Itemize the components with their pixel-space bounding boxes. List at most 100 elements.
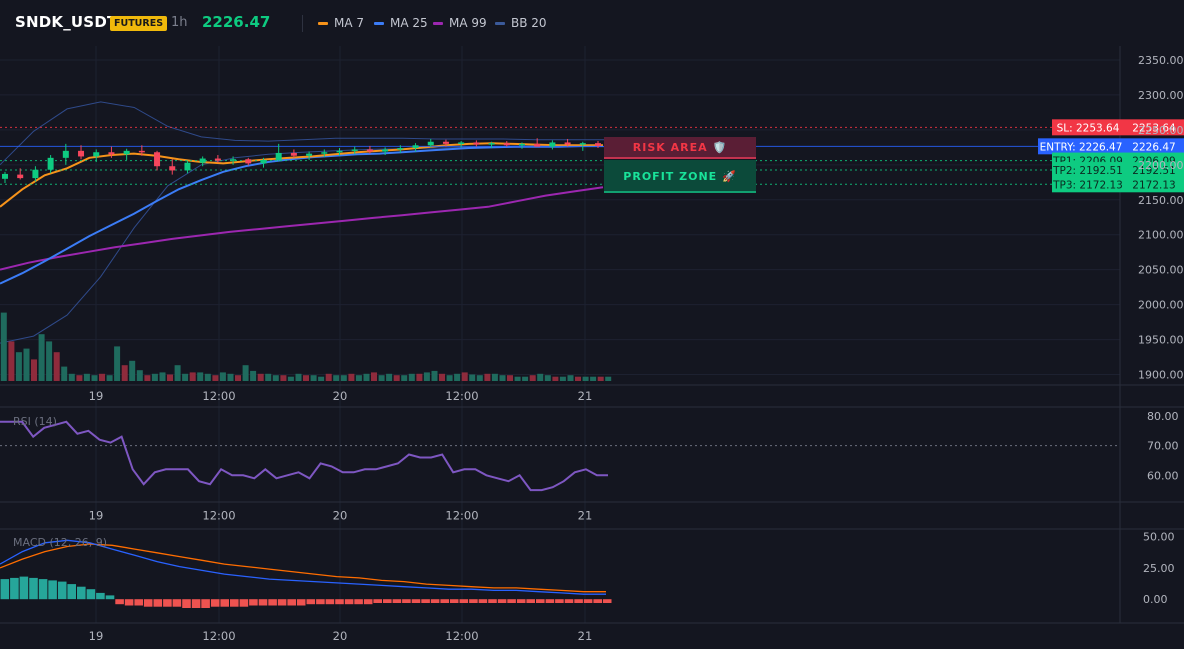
macd-histogram-bar xyxy=(67,584,76,600)
time-axis-label: 21 xyxy=(578,509,593,523)
volume-bar xyxy=(507,375,513,381)
candle-body xyxy=(154,152,161,167)
volume-bar xyxy=(159,372,166,381)
candle-body xyxy=(123,150,130,155)
macd-histogram-bar xyxy=(373,599,382,603)
macd-histogram-bar xyxy=(163,599,172,607)
level-price-tag-entry xyxy=(1124,138,1184,155)
candle-body xyxy=(336,150,343,153)
volume-bar xyxy=(174,365,181,381)
macd-histogram-bar xyxy=(335,599,344,605)
macd-histogram-bar xyxy=(268,599,277,606)
macd-title: MACD (12, 26, 9) xyxy=(13,536,107,549)
candle-body xyxy=(184,162,191,171)
level-tag-tp2 xyxy=(1052,162,1124,179)
volume-bar xyxy=(340,375,347,381)
price-axis-label: 2200.00 xyxy=(1138,159,1184,172)
last-price: 2226.47 xyxy=(202,13,271,31)
macd-histogram-bar xyxy=(86,589,96,600)
symbol-name[interactable]: SNDK_USDT xyxy=(15,13,118,31)
level-tag-text-sl: SL: 2253.64 xyxy=(1057,122,1120,134)
price-axis-label: 2150.00 xyxy=(1138,194,1184,207)
macd-histogram-bar xyxy=(29,577,38,600)
candle-body xyxy=(17,174,24,179)
profit-zone-box[interactable] xyxy=(604,160,756,193)
candle-body xyxy=(366,149,373,152)
time-axis-label: 21 xyxy=(578,389,593,403)
volume-bar xyxy=(15,352,22,381)
macd-histogram-bar xyxy=(459,599,469,603)
macd-histogram-bar xyxy=(316,599,325,605)
macd-histogram-bar xyxy=(0,579,10,600)
macd-axis-label: 0.00 xyxy=(1143,593,1168,606)
price-axis-label: 2350.00 xyxy=(1138,54,1184,67)
volume-bar xyxy=(151,373,158,381)
macd-histogram-bar xyxy=(258,599,268,606)
legend-bb20[interactable]: BB 20 xyxy=(495,16,547,30)
macd-histogram-bar xyxy=(77,586,86,600)
macd-histogram-bar xyxy=(430,599,440,603)
volume-bar xyxy=(136,370,143,381)
macd-histogram-bar xyxy=(440,599,449,603)
ma7-line xyxy=(0,142,603,208)
legend-label-ma99: MA 99 xyxy=(449,16,487,30)
level-tag-text-tp2: TP2: 2192.51 xyxy=(1052,165,1123,177)
volume-bar xyxy=(544,375,551,381)
macd-histogram-bar xyxy=(363,599,373,605)
macd-histogram-bar xyxy=(296,599,306,606)
volume-bar xyxy=(431,370,438,381)
candle-body xyxy=(2,173,8,179)
legend-label-bb20: BB 20 xyxy=(511,16,547,30)
timeframe-selector[interactable]: 1h xyxy=(171,15,188,30)
macd-histogram-bar xyxy=(583,599,593,603)
volume-bar xyxy=(99,373,105,381)
volume-bar xyxy=(46,341,53,381)
main-pane-bg[interactable] xyxy=(0,46,1120,385)
level-price-tag-tp3 xyxy=(1124,176,1184,193)
candle-body xyxy=(442,141,449,144)
macd-axis-label: 25.00 xyxy=(1143,562,1175,575)
volume-bar xyxy=(408,373,415,381)
rsi-pane: RSI (14) 80.00 70.00 60.00 xyxy=(0,410,1179,492)
macd-histogram-bar xyxy=(507,599,516,603)
volume-bar xyxy=(303,375,309,381)
price-axis-label: 2300.00 xyxy=(1138,89,1184,102)
macd-histogram-bar xyxy=(411,599,421,603)
volume-bar xyxy=(454,373,461,381)
candle-body xyxy=(458,142,465,144)
volume-bar xyxy=(61,366,68,381)
macd-histogram-bar xyxy=(526,599,535,603)
legend-ma7[interactable]: MA 7 xyxy=(318,16,364,30)
macd-histogram-bar xyxy=(536,599,545,603)
volume-bars xyxy=(0,312,612,381)
moving-averages xyxy=(0,142,604,285)
volume-bar xyxy=(582,376,589,381)
candle-body xyxy=(260,159,267,164)
candle-body xyxy=(321,152,328,154)
macd-histogram-bar xyxy=(325,599,335,605)
macd-histogram-bar xyxy=(469,599,478,603)
risk-area-box[interactable] xyxy=(604,137,756,157)
macd-histogram-bar xyxy=(602,599,612,603)
time-axis-label: 20 xyxy=(333,509,348,523)
legend-ma25[interactable]: MA 25 xyxy=(374,16,428,30)
level-tag-text-entry: ENTRY: 2226.47 xyxy=(1040,141,1123,153)
rsi-axis-label: 60.00 xyxy=(1147,469,1179,482)
volume-bar xyxy=(31,359,37,381)
volume-bar xyxy=(333,375,340,381)
price-axis-label: 1900.00 xyxy=(1138,369,1184,382)
legend-ma99[interactable]: MA 99 xyxy=(433,16,487,30)
volume-bar xyxy=(91,375,98,381)
volume-bar xyxy=(552,376,559,381)
time-axis-label: 20 xyxy=(333,389,348,403)
macd-histogram-bar xyxy=(105,595,115,600)
candle-body xyxy=(549,142,556,147)
candle-body xyxy=(230,159,237,161)
volume-bar xyxy=(514,376,521,381)
time-axis-label: 21 xyxy=(578,629,593,643)
time-axis-label: 12:00 xyxy=(202,509,235,523)
macd-histogram-bar xyxy=(545,599,555,603)
price-axis-label: 2050.00 xyxy=(1138,264,1184,277)
level-price-tag-tp2 xyxy=(1124,162,1184,179)
